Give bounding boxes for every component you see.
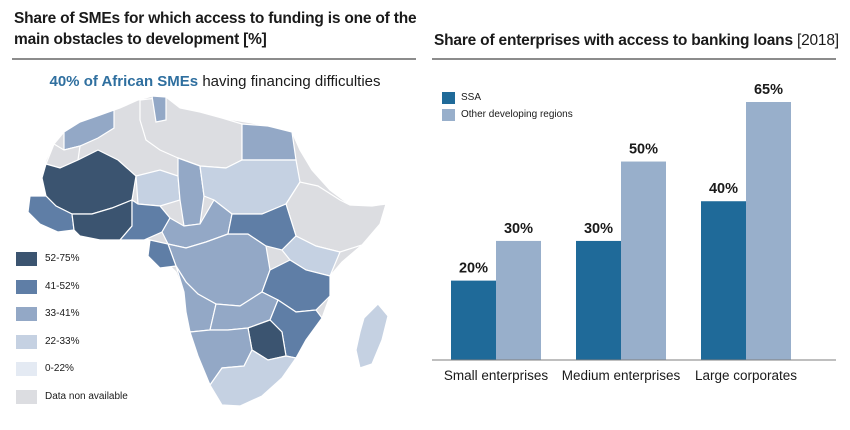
map-legend-swatch bbox=[16, 334, 37, 349]
bar-value-label: 30% bbox=[584, 221, 613, 237]
bar-value-label: 50% bbox=[629, 142, 658, 158]
map-legend-label: 22-33% bbox=[45, 335, 80, 347]
bar-legend-label: Other developing regions bbox=[461, 109, 573, 120]
map-legend-label: Data non available bbox=[45, 390, 128, 402]
left-panel-title: Share of SMEs for which access to fundin… bbox=[14, 10, 417, 48]
right-panel-title-main: Share of enterprises with access to bank… bbox=[434, 32, 793, 49]
bar-legend-swatch bbox=[442, 109, 455, 121]
map-legend-label: 41-52% bbox=[45, 280, 80, 292]
map-legend-swatch bbox=[16, 279, 37, 294]
bar-legend-swatch bbox=[442, 92, 455, 104]
bar-value-label: 30% bbox=[504, 221, 533, 237]
region-nigeria bbox=[118, 198, 171, 241]
map-legend-swatch bbox=[16, 307, 37, 321]
bar-ssa-0 bbox=[451, 280, 496, 360]
right-panel-title-year: [2018] bbox=[792, 32, 839, 49]
map-legend-label: 33-41% bbox=[45, 308, 80, 319]
category-label: Medium enterprises bbox=[562, 368, 681, 383]
map-legend-swatch bbox=[16, 252, 37, 266]
map-legend-label: 0-22% bbox=[45, 363, 74, 374]
map-subtitle-highlight: 40% of African SMEs bbox=[49, 73, 199, 90]
right-panel-title: Share of enterprises with access to bank… bbox=[434, 30, 844, 51]
bar-value-label: 65% bbox=[754, 82, 783, 98]
map-legend-swatch bbox=[16, 389, 37, 404]
region-tunisia bbox=[151, 95, 167, 123]
region-south-africa bbox=[209, 349, 298, 407]
category-label: Small enterprises bbox=[444, 368, 549, 383]
bar-marks-group: 20% 30% Small enterprises 30% 50% Medium ente… bbox=[444, 82, 797, 383]
africa-choropleth-map bbox=[27, 95, 389, 407]
bar-other-1 bbox=[621, 161, 666, 360]
region-madagascar bbox=[355, 303, 389, 369]
map-legend-label: 52-75% bbox=[45, 253, 80, 264]
map-subtitle: 40% of African SMEs having financing dif… bbox=[0, 73, 430, 90]
bar-value-label: 20% bbox=[459, 261, 488, 277]
right-title-rule bbox=[432, 58, 836, 60]
bar-legend-label: SSA bbox=[461, 92, 482, 103]
bar-value-label: 40% bbox=[709, 181, 738, 197]
bar-ssa-2 bbox=[701, 201, 746, 360]
bar-other-2 bbox=[746, 102, 791, 360]
category-label: Large corporates bbox=[695, 368, 797, 383]
bar-other-0 bbox=[496, 240, 541, 360]
region-gabon-congo bbox=[147, 239, 177, 269]
left-title-rule bbox=[12, 58, 416, 60]
map-subtitle-rest: having financing difficulties bbox=[198, 73, 381, 90]
map-legend-swatch bbox=[16, 362, 37, 376]
bar-ssa-1 bbox=[576, 240, 621, 360]
